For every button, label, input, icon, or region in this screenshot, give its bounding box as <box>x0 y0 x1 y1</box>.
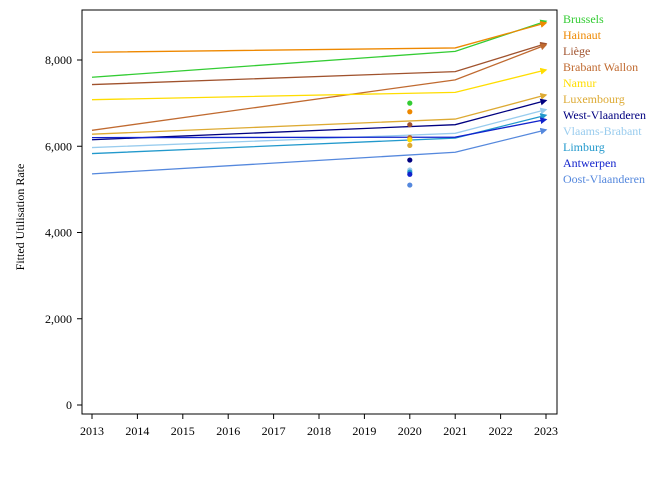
legend-item: Limburg <box>563 140 605 154</box>
series-line-limburg <box>91 113 548 155</box>
y-tick-label: 6,000 <box>45 139 72 153</box>
x-tick-label: 2023 <box>534 424 558 438</box>
legend-item: Luxembourg <box>563 92 625 106</box>
x-tick-label: 2013 <box>80 424 104 438</box>
legend-item: Hainaut <box>563 28 602 42</box>
legend-item: Oost-Vlaanderen <box>563 172 645 186</box>
point-2020-luxembourg <box>407 142 413 148</box>
series-line-west-vlaanderen <box>91 98 548 141</box>
point-2020-antwerpen <box>407 171 413 177</box>
legend-item: Namur <box>563 76 596 90</box>
series-line-vlaams-brabant <box>91 107 548 149</box>
x-tick-label: 2021 <box>443 424 467 438</box>
point-2020-brussels <box>407 100 413 106</box>
x-tick-label: 2015 <box>171 424 195 438</box>
legend-item: Liège <box>563 44 590 58</box>
series-line-oost-vlaanderen <box>91 127 548 175</box>
legend-item: Brabant Wallon <box>563 60 638 74</box>
series-line-namur <box>91 67 548 101</box>
series-line-antwerpen <box>91 117 548 139</box>
point-2020-oost-vlaanderen <box>407 182 413 188</box>
series-layer <box>91 19 548 175</box>
point-2020-li-ge <box>407 122 413 128</box>
point-2020-west-vlaanderen <box>407 157 413 163</box>
x-tick-label: 2016 <box>216 424 240 438</box>
x-tick-label: 2020 <box>398 424 422 438</box>
points-2020-layer <box>407 100 413 188</box>
legend-item: Antwerpen <box>563 156 616 170</box>
point-2020-namur <box>407 137 413 143</box>
legend-item: Vlaams-Brabant <box>563 124 642 138</box>
legend-item: West-Vlaanderen <box>563 108 646 122</box>
y-tick-label: 8,000 <box>45 53 72 67</box>
x-tick-label: 2022 <box>489 424 513 438</box>
x-tick-label: 2018 <box>307 424 331 438</box>
y-axis-label: Fitted Utilisation Rate <box>13 164 27 271</box>
x-axis: 2013 2014 2015 2016 2017 2018 2019 2020 2021 2022… <box>80 414 558 438</box>
legend: Brussels Hainaut Liège Brabant Wallon Namur L… <box>563 12 646 186</box>
y-axis: 0 2,000 4,000 6,000 8,000 <box>45 53 82 412</box>
x-tick-label: 2019 <box>352 424 376 438</box>
legend-item: Brussels <box>563 12 604 26</box>
series-line-brabant-wallon <box>91 43 548 131</box>
series-line-luxembourg <box>91 92 548 135</box>
series-line-li-ge <box>91 41 548 86</box>
y-tick-label: 0 <box>66 398 72 412</box>
y-tick-label: 4,000 <box>45 226 72 240</box>
y-tick-label: 2,000 <box>45 312 72 326</box>
x-tick-label: 2017 <box>262 424 286 438</box>
point-2020-hainaut <box>407 109 413 115</box>
x-tick-label: 2014 <box>125 424 149 438</box>
series-line-hainaut <box>91 21 548 53</box>
plot-frame <box>81 9 558 415</box>
